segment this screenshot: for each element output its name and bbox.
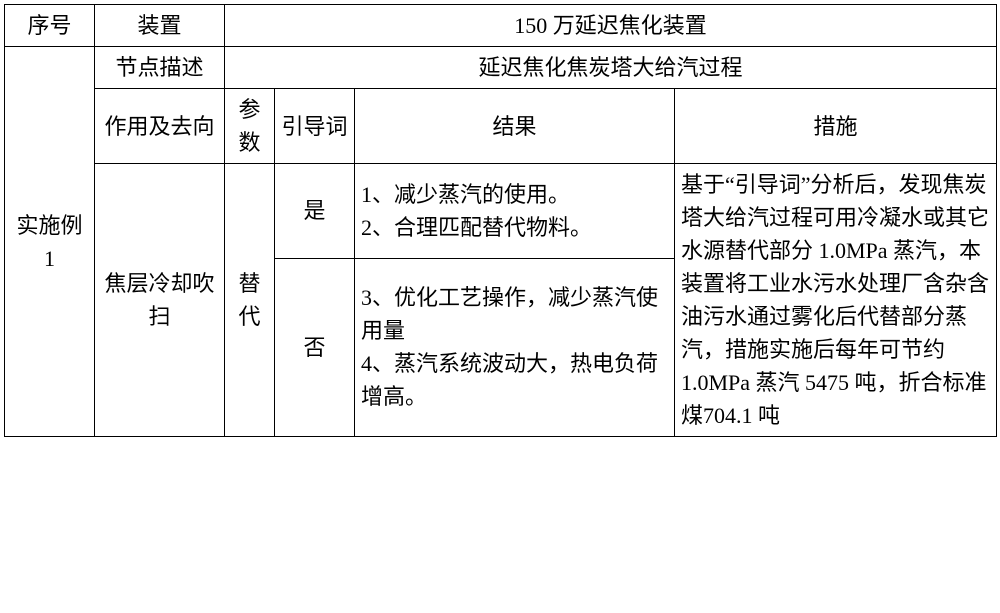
process-table: 序号 装置 150 万延迟焦化装置 实施例 1 节点描述 延迟焦化焦炭塔大给汽过… [4, 4, 997, 437]
result-header: 结果 [355, 89, 675, 164]
measure-value: 基于“引导词”分析后，发现焦炭塔大给汽过程可用冷凝水或其它水源替代部分 1.0M… [675, 164, 997, 437]
seq-header: 序号 [5, 5, 95, 47]
result-yes: 1、减少蒸汽的使用。 2、合理匹配替代物料。 [355, 164, 675, 259]
guide-yes: 是 [275, 164, 355, 259]
example-cell: 实施例 1 [5, 47, 95, 437]
header-row-2: 实施例 1 节点描述 延迟焦化焦炭塔大给汽过程 [5, 47, 997, 89]
role-value: 焦层冷却吹扫 [95, 164, 225, 437]
param-value: 替代 [225, 164, 275, 437]
body-row-yes: 焦层冷却吹扫 替代 是 1、减少蒸汽的使用。 2、合理匹配替代物料。 基于“引导… [5, 164, 997, 259]
node-desc-header: 节点描述 [95, 47, 225, 89]
device-header: 装置 [95, 5, 225, 47]
device-name: 150 万延迟焦化装置 [225, 5, 997, 47]
result-no: 3、优化工艺操作，减少蒸汽使用量 4、蒸汽系统波动大，热电负荷增高。 [355, 258, 675, 436]
measure-header: 措施 [675, 89, 997, 164]
node-desc-value: 延迟焦化焦炭塔大给汽过程 [225, 47, 997, 89]
param-header: 参数 [225, 89, 275, 164]
guide-no: 否 [275, 258, 355, 436]
header-row-1: 序号 装置 150 万延迟焦化装置 [5, 5, 997, 47]
guide-header: 引导词 [275, 89, 355, 164]
header-row-3: 作用及去向 参数 引导词 结果 措施 [5, 89, 997, 164]
role-header: 作用及去向 [95, 89, 225, 164]
